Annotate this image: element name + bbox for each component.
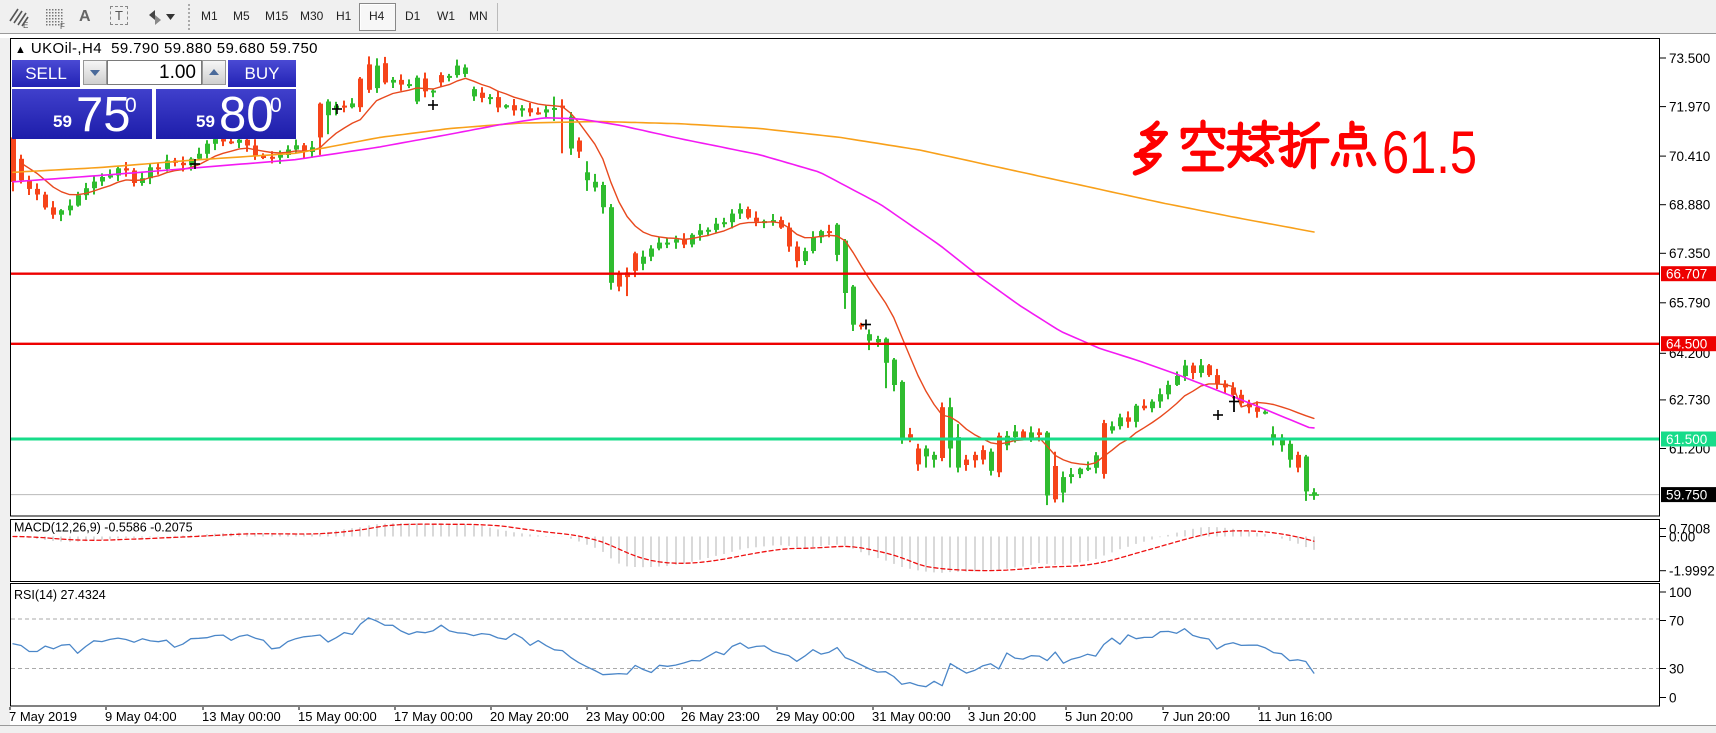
svg-text:70: 70: [1669, 613, 1684, 628]
svg-text:64.500: 64.500: [1666, 337, 1707, 352]
svg-text:F: F: [60, 22, 65, 31]
svg-text:65.790: 65.790: [1669, 296, 1710, 311]
svg-text:17 May 00:00: 17 May 00:00: [394, 709, 473, 724]
svg-text:7 May 2019: 7 May 2019: [9, 709, 77, 724]
svg-text:MACD(12,26,9) -0.5586 -0.2075: MACD(12,26,9) -0.5586 -0.2075: [14, 521, 193, 535]
svg-text:20 May 20:00: 20 May 20:00: [490, 709, 569, 724]
svg-text:68.880: 68.880: [1669, 198, 1710, 213]
svg-text:61.500: 61.500: [1666, 432, 1707, 447]
svg-text:11 Jun 16:00: 11 Jun 16:00: [1258, 709, 1332, 724]
svg-text:66.707: 66.707: [1666, 267, 1707, 282]
svg-text:31 May 00:00: 31 May 00:00: [872, 709, 951, 724]
svg-text:0: 0: [1669, 690, 1677, 705]
svg-text:67.350: 67.350: [1669, 246, 1710, 261]
svg-text:62.730: 62.730: [1669, 393, 1710, 408]
svg-text:13 May 00:00: 13 May 00:00: [202, 709, 281, 724]
svg-text:E: E: [23, 21, 28, 29]
svg-text:RSI(14) 27.4324: RSI(14) 27.4324: [14, 588, 106, 602]
svg-text:73.500: 73.500: [1669, 51, 1710, 66]
svg-text:30: 30: [1669, 661, 1684, 676]
svg-text:61.5: 61.5: [1382, 119, 1477, 186]
svg-text:9 May 04:00: 9 May 04:00: [105, 709, 177, 724]
svg-text:0.7008: 0.7008: [1669, 521, 1710, 536]
svg-text:70.410: 70.410: [1669, 149, 1710, 164]
svg-text:23 May 00:00: 23 May 00:00: [586, 709, 665, 724]
svg-text:15 May 00:00: 15 May 00:00: [298, 709, 377, 724]
svg-text:7 Jun 20:00: 7 Jun 20:00: [1162, 709, 1230, 724]
svg-text:26 May 23:00: 26 May 23:00: [681, 709, 760, 724]
svg-text:0.00: 0.00: [1669, 529, 1695, 544]
svg-text:3 Jun 20:00: 3 Jun 20:00: [968, 709, 1036, 724]
svg-text:71.970: 71.970: [1669, 99, 1710, 114]
svg-text:5 Jun 20:00: 5 Jun 20:00: [1065, 709, 1133, 724]
svg-text:29 May 00:00: 29 May 00:00: [776, 709, 855, 724]
svg-text:100: 100: [1669, 585, 1692, 600]
svg-text:59.750: 59.750: [1666, 487, 1707, 502]
svg-text:-1.9992: -1.9992: [1669, 564, 1715, 579]
